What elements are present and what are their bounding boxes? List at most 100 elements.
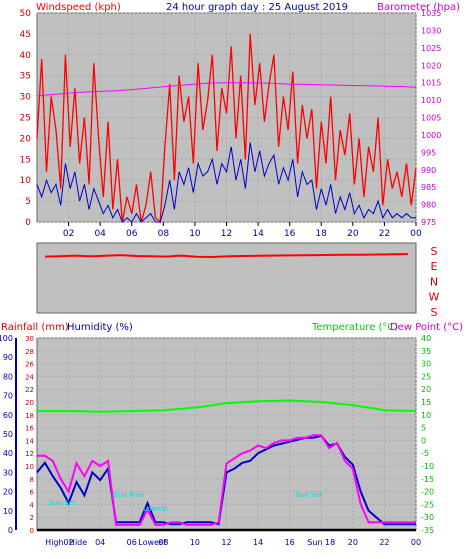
humidity-tick-label: 20	[3, 488, 13, 497]
direction-label: S	[431, 306, 438, 319]
temperature-tick-label: 40	[421, 334, 431, 343]
x-tick-label: 06	[127, 538, 137, 547]
temperature-tick-label: -25	[421, 500, 434, 509]
x-tick-label: 20	[347, 229, 359, 239]
sun-annotation: Sun Set	[295, 491, 322, 499]
temperature-tick-label: -35	[421, 526, 434, 535]
x-tick-label: 12	[221, 229, 232, 239]
x-tick-label: 22	[379, 538, 389, 547]
windspeed-tick-label: 35	[20, 72, 31, 82]
rainfall-tick-label: 6	[30, 489, 35, 497]
temperature-tick-label: 0	[421, 436, 426, 445]
barometer-tick-label: 1025	[421, 44, 441, 53]
x-tick-label: 04	[95, 538, 105, 547]
temperature-axis-title: Temperature (°C)	[311, 322, 398, 333]
windspeed-tick-label: 40	[20, 51, 32, 61]
direction-label: N	[430, 275, 438, 288]
dew_point-line	[37, 434, 416, 526]
humidity-tick-label: 70	[3, 392, 13, 401]
rainfall-tick-label: 8	[30, 476, 34, 484]
temperature-tick-label: 10	[421, 411, 431, 420]
barometer-tick-label: 1015	[421, 79, 441, 88]
barometer-tick-label: 1005	[421, 114, 441, 123]
x-tick-label: 08	[158, 229, 170, 239]
barometer-axis-title: Barometer (hpa)	[377, 2, 460, 13]
humidity-axis-title: Humidity (%)	[67, 322, 133, 333]
humidity-tick-label: 100	[0, 334, 13, 343]
rainfall-tick-label: 20	[25, 399, 34, 407]
temperature-line	[37, 399, 417, 413]
temperature-tick-label: -15	[421, 475, 434, 484]
dewpoint-axis-title: Dew Point (°C)	[390, 322, 463, 333]
rainfall-tick-label: 22	[25, 386, 34, 394]
x-tick-label: 10	[190, 538, 200, 547]
temperature-tick-label: -5	[421, 449, 429, 458]
x-tick-label: 08	[158, 538, 168, 547]
graph-title: 24 hour graph day : 25 August 2019	[166, 2, 348, 13]
humidity-tick-label: 10	[3, 507, 13, 516]
x-tick-label: High	[45, 538, 63, 547]
rainfall-axis-title: Rainfall (mm)	[1, 322, 69, 333]
temperature-tick-label: -10	[421, 462, 434, 471]
windspeed-axis-title: Windspeed (kph)	[36, 2, 121, 13]
temperature-tick-label: 5	[421, 424, 426, 433]
avg_wind-line	[36, 142, 416, 223]
x-tick-label: 12	[221, 538, 231, 547]
sun-annotation: Sun Set	[49, 499, 76, 507]
x-tick-label: 14	[253, 538, 263, 547]
barometer-tick-label: 975	[421, 218, 436, 227]
humidity-tick-label: 40	[3, 449, 13, 458]
wind-direction-line	[44, 253, 409, 259]
barometer-tick-label: 1000	[421, 131, 441, 140]
x-tick-label: 06	[126, 229, 138, 239]
x-tick-label: Hide	[69, 538, 87, 547]
temperature-tick-label: 35	[421, 347, 431, 356]
x-tick-label: 04	[94, 229, 106, 239]
windspeed-tick-label: 5	[25, 197, 31, 207]
x-tick-label: 10	[189, 229, 201, 239]
rainfall-tick-label: 18	[25, 412, 34, 420]
rainfall-tick-label: 2	[30, 514, 34, 522]
temperature-tick-label: 25	[421, 372, 431, 381]
x-tick-label: 22	[379, 229, 390, 239]
rainfall-tick-label: 0	[30, 527, 34, 535]
temperature-tick-label: 15	[421, 398, 431, 407]
temperature-tick-label: -30	[421, 513, 434, 522]
rainfall-tick-label: 30	[25, 335, 34, 343]
direction-label: W	[429, 291, 440, 304]
humidity-tick-label: 60	[3, 411, 13, 420]
humidity-tick-label: 0	[8, 526, 13, 535]
humidity-tick-label: 30	[3, 468, 13, 477]
windspeed-tick-label: 30	[20, 93, 32, 103]
humidity-tick-label: 90	[3, 353, 13, 362]
x-tick-label: 02	[63, 538, 73, 547]
direction-label: E	[431, 260, 438, 273]
x-tick-label: 00	[411, 538, 421, 547]
barometer-tick-label: 1010	[421, 96, 441, 105]
x-tick-label: 20	[348, 538, 358, 547]
x-tick-label: 14	[252, 229, 264, 239]
barometer-tick-label: 990	[421, 166, 436, 175]
windspeed-tick-label: 15	[20, 155, 31, 165]
direction-label: S	[431, 245, 438, 258]
windspeed-tick-label: 45	[20, 30, 31, 40]
humidity-tick-label: 80	[3, 372, 13, 381]
x-tick-label: 00	[410, 229, 422, 239]
x-tick-label: 18	[316, 229, 328, 239]
rainfall-tick-label: 28	[25, 348, 34, 356]
x-tick-label: Lowest	[138, 538, 166, 547]
rainfall-tick-label: 26	[25, 361, 34, 369]
windspeed-tick-label: 20	[20, 134, 32, 144]
sun-annotation: Lowest	[143, 505, 168, 513]
sun-annotation: Sun Rise	[113, 491, 143, 499]
temperature-tick-label: -20	[421, 488, 434, 497]
barometer-tick-label: 1020	[421, 61, 441, 70]
rainfall-tick-label: 14	[25, 437, 34, 445]
x-tick-label: 16	[284, 229, 296, 239]
barometer-tick-label: 980	[421, 201, 436, 210]
